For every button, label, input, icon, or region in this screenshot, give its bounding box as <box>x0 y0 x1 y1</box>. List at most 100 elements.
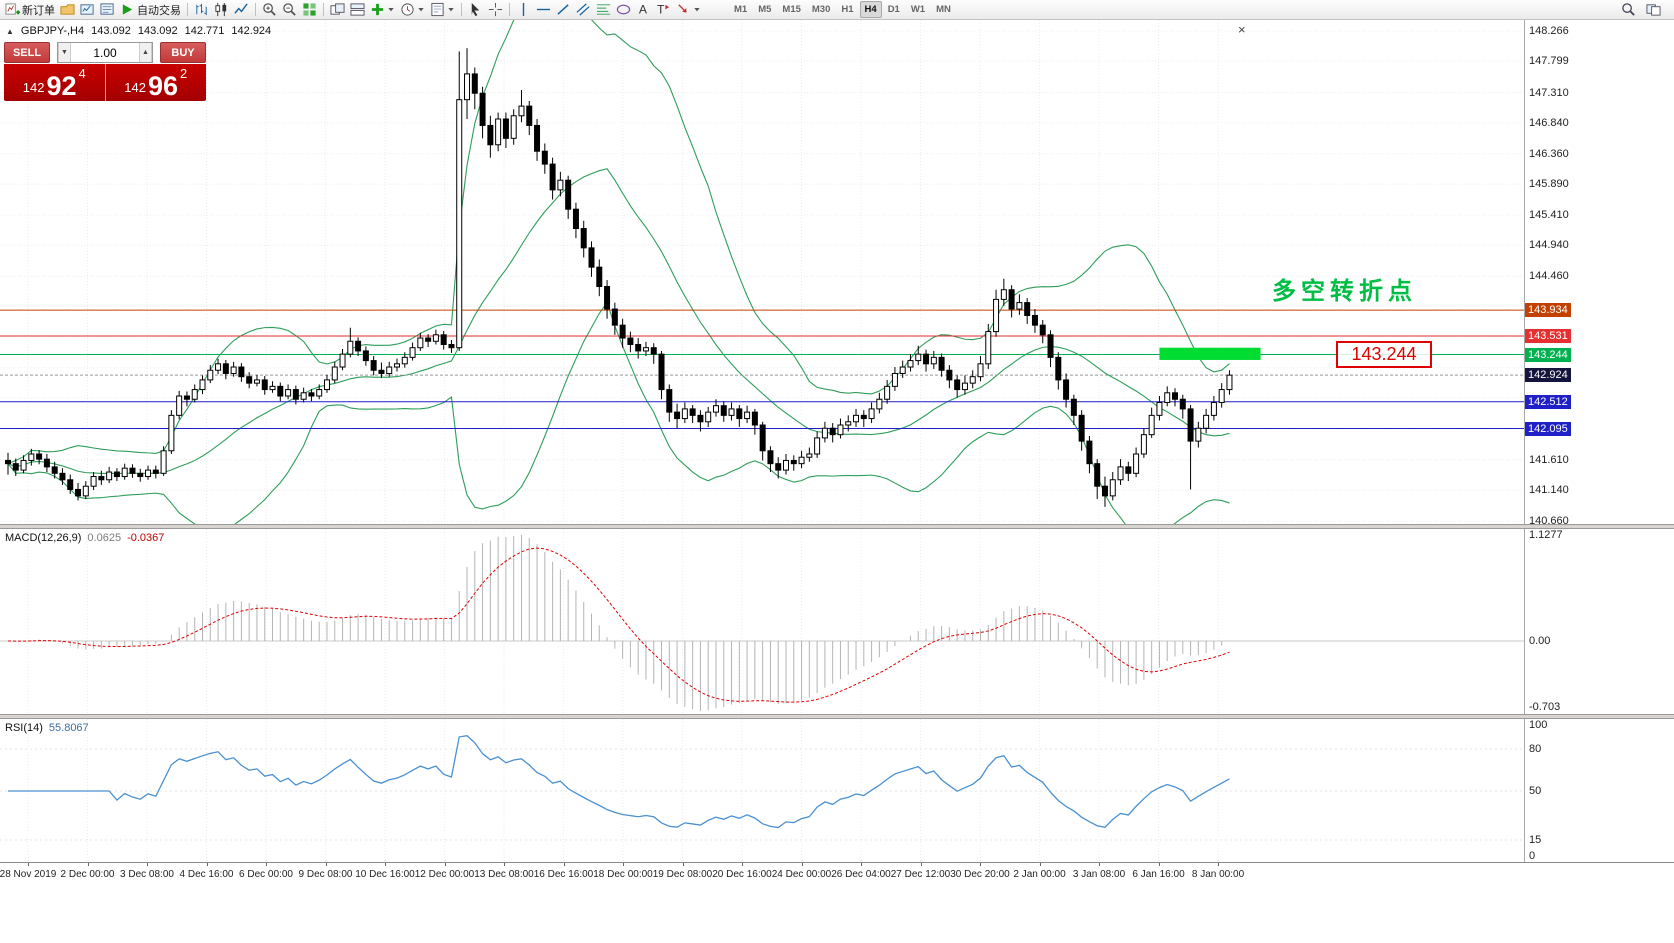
macd-canvas[interactable] <box>0 529 1524 714</box>
profiles-button[interactable] <box>58 1 77 19</box>
profiles-icon <box>60 2 75 17</box>
time-label: 16 Dec 16:00 <box>533 869 594 880</box>
time-label: 6 Dec 00:00 <box>239 869 293 880</box>
arrange-windows-button[interactable] <box>348 1 367 19</box>
sell-price-pips: 92 <box>46 71 77 102</box>
horizontal-line-tool-button[interactable] <box>534 1 553 19</box>
trendline-tool-button[interactable] <box>554 1 573 19</box>
main-toolbar: 新订单 自动交易 A T M1 M5 M15 M30 H1 H4 D1 W1 MN <box>0 0 1674 20</box>
hline-icon <box>536 2 551 17</box>
price-tick: 141.140 <box>1529 484 1569 497</box>
search-button[interactable] <box>1619 1 1638 19</box>
volume-increase-button[interactable]: ▲ <box>139 43 152 62</box>
volume-input[interactable] <box>71 43 139 62</box>
time-label: 20 Dec 16:00 <box>712 869 772 880</box>
timeframe-H4[interactable]: H4 <box>859 1 882 18</box>
price-tick: 145.890 <box>1529 178 1569 191</box>
line-chart-button[interactable] <box>232 1 251 19</box>
text-tool-button[interactable]: A <box>634 1 653 19</box>
tile-windows-button[interactable] <box>300 1 319 19</box>
textic-icon: A <box>636 2 651 17</box>
price-tick: 147.310 <box>1529 86 1569 99</box>
rsi-scale-label: 100 <box>1529 719 1548 731</box>
indicator-icon <box>370 2 385 17</box>
chartplus-icon <box>5 2 20 17</box>
autotrading-button[interactable]: 自动交易 <box>118 1 183 19</box>
panel-separator[interactable] <box>0 524 1674 529</box>
templates-button[interactable] <box>428 1 457 19</box>
time-tick <box>742 863 743 866</box>
indicators-button[interactable] <box>368 1 397 19</box>
play-icon <box>120 2 135 17</box>
svg-text:T: T <box>657 3 665 17</box>
buy-price-fraction: 2 <box>180 66 188 81</box>
candlestick-chart-button[interactable] <box>212 1 231 19</box>
crosshair-icon <box>488 2 503 17</box>
candle-icon <box>214 2 229 17</box>
buy-button[interactable]: BUY <box>160 42 206 63</box>
dropdown-caret-icon[interactable] <box>447 6 455 14</box>
time-label: 27 Dec 12:00 <box>890 869 951 880</box>
sell-button[interactable]: SELL <box>4 42 50 63</box>
periods-button[interactable] <box>398 1 427 19</box>
time-axis[interactable]: 28 Nov 2019 2 Dec 00:00 3 Dec 08:00 4 Dec 1… <box>0 862 1674 883</box>
time-label: 2 Jan 00:00 <box>1013 869 1066 880</box>
dropdown-caret-icon[interactable] <box>417 6 425 14</box>
time-tick <box>1099 863 1100 866</box>
sell-price[interactable]: 142 92 4 <box>4 64 106 101</box>
time-tick <box>623 863 624 866</box>
charts-button[interactable] <box>78 1 97 19</box>
panel-separator[interactable] <box>0 714 1674 719</box>
bar-chart-button[interactable] <box>192 1 211 19</box>
market-watch-button[interactable] <box>98 1 117 19</box>
symbol-info: ▲ GBPJPY-,H4 143.092 143.092 142.771 142… <box>6 25 271 37</box>
timeframe-H1[interactable]: H1 <box>841 4 854 15</box>
timeframe-M30[interactable]: M30 <box>811 4 831 15</box>
buy-price[interactable]: 142 96 2 <box>106 64 207 101</box>
price-tick: 148.266 <box>1529 25 1569 37</box>
channel-tool-button[interactable] <box>574 1 593 19</box>
time-tick <box>1158 863 1160 866</box>
dropdown-caret-icon[interactable] <box>693 6 701 14</box>
highlight-rectangle <box>1159 347 1261 360</box>
clock-icon <box>400 2 415 17</box>
macd-signal-line <box>7 547 1230 703</box>
template-icon <box>430 2 445 17</box>
new-order-button[interactable]: 新订单 <box>3 1 57 19</box>
macd-scale: 1.1277 0.00 -0.703 <box>1524 529 1674 714</box>
rsi-scale: 100 80 50 15 0 <box>1524 719 1674 862</box>
new-chart-button[interactable] <box>328 1 347 19</box>
shapes-tool-button[interactable] <box>614 1 633 19</box>
volume-decrease-button[interactable]: ▼ <box>58 43 71 62</box>
fibonacci-tool-button[interactable] <box>594 1 613 19</box>
time-tick <box>444 863 446 866</box>
time-label: 26 Dec 04:00 <box>831 869 891 880</box>
price-scale[interactable]: 148.266 147.799 147.310 146.840 146.360 145.8… <box>1524 20 1674 527</box>
cursor-icon <box>468 2 483 17</box>
dropdown-caret-icon[interactable] <box>387 6 395 14</box>
label-tool-button[interactable]: T <box>654 1 673 19</box>
timeframe-M1[interactable]: M1 <box>734 4 748 15</box>
chart-close-icon[interactable]: × <box>1238 22 1246 37</box>
windows-button[interactable] <box>1644 1 1663 19</box>
timeframe-D1[interactable]: D1 <box>887 4 900 15</box>
timeframe-M5[interactable]: M5 <box>758 4 772 15</box>
crosshair-tool-button[interactable] <box>486 1 505 19</box>
cursor-tool-button[interactable] <box>466 1 485 19</box>
main-chart-canvas[interactable] <box>0 20 1524 524</box>
timeframe-M15[interactable]: M15 <box>782 4 801 15</box>
zoom-out-button[interactable] <box>280 1 299 19</box>
one-click-trading-panel: SELL ▼ ▲ BUY 142 92 4 142 96 2 <box>4 42 206 101</box>
rsi-canvas[interactable] <box>0 719 1524 862</box>
vertical-line-tool-button[interactable] <box>514 1 533 19</box>
timeframe-W1[interactable]: W1 <box>910 4 926 15</box>
timeframe-MN[interactable]: MN <box>936 4 951 15</box>
toolbar-right <box>1619 1 1663 19</box>
timeframe-group: M1 M5 M15 M30 H1 H4 D1 W1 MN <box>729 1 956 18</box>
time-label: 12 Dec 00:00 <box>414 869 475 880</box>
price-tick: 145.410 <box>1529 208 1569 221</box>
symbol-marker-icon: ▲ <box>6 26 14 36</box>
zoom-in-button[interactable] <box>260 1 279 19</box>
arrows-tool-button[interactable] <box>674 1 703 19</box>
time-label: 10 Dec 16:00 <box>355 869 415 880</box>
